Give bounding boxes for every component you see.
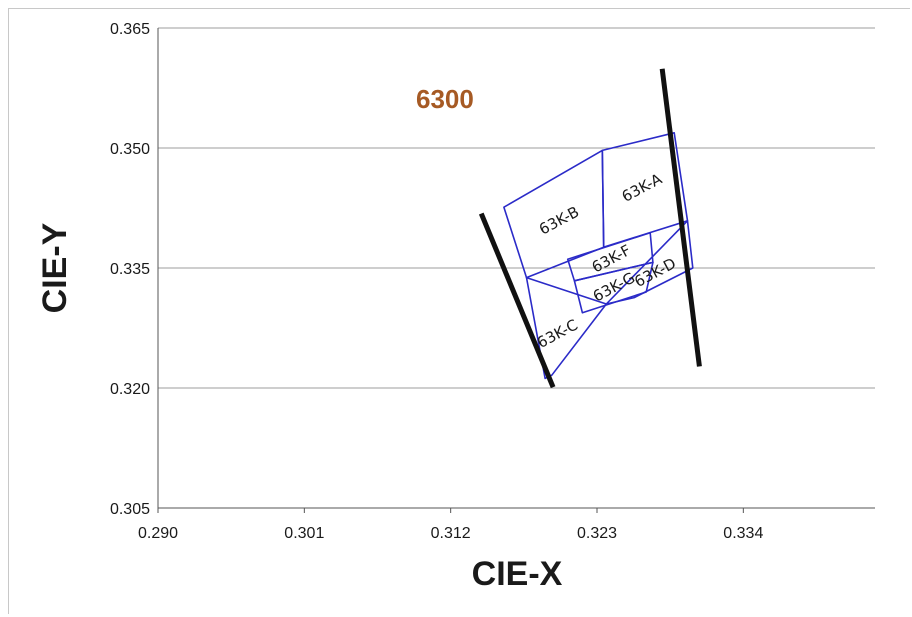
x-axis-title: CIE-X	[472, 555, 563, 593]
x-tick-labels: 0.290 0.301 0.312 0.323 0.334	[138, 508, 763, 542]
bin-grid	[503, 132, 694, 380]
bin-63K-G	[573, 261, 654, 314]
cct-label: 6300	[416, 84, 474, 114]
y-tick-0.335: 0.335	[110, 261, 150, 278]
y-tick-0.365: 0.365	[110, 21, 150, 38]
grid-lines	[158, 27, 875, 389]
y-tick-0.305: 0.305	[110, 501, 150, 518]
cct-boundaries	[478, 68, 702, 389]
bin-label-63K-A: 63K-A	[619, 169, 666, 205]
boundary-left	[478, 212, 556, 389]
x-tick-0.323: 0.323	[577, 525, 617, 542]
x-tick-0.301: 0.301	[284, 525, 324, 542]
x-tick-0.334: 0.334	[723, 525, 763, 542]
chart-frame	[8, 8, 910, 614]
x-tick-0.290: 0.290	[138, 525, 178, 542]
y-axis-title: CIE-Y	[36, 222, 74, 313]
y-tick-labels: 0.365 0.350 0.335 0.320 0.305	[110, 21, 150, 518]
bin-label-63K-B: 63K-B	[536, 203, 582, 239]
bin-label-63K-D: 63K-D	[631, 254, 679, 291]
boundary-right	[659, 68, 702, 367]
bin-63K-C	[525, 276, 608, 380]
y-tick-0.350: 0.350	[110, 141, 150, 158]
x-tick-0.312: 0.312	[431, 525, 471, 542]
y-tick-0.320: 0.320	[110, 381, 150, 398]
